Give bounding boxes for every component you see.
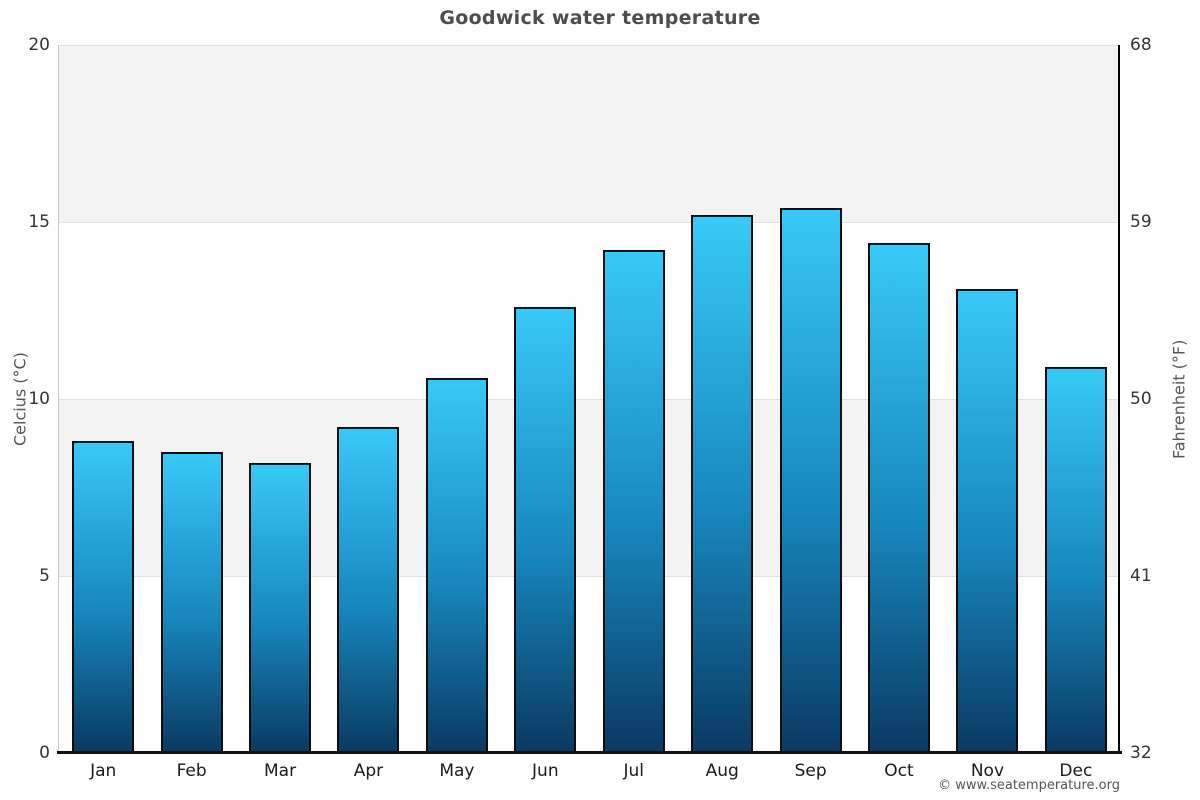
x-tick-label-sep: Sep	[794, 761, 827, 781]
bottom-axis-line	[57, 751, 1122, 754]
bar-sep[interactable]	[779, 207, 842, 753]
left-axis-line	[58, 45, 59, 753]
x-tick-label-nov: Nov	[970, 761, 1005, 781]
bar-slot-dec	[1032, 45, 1120, 753]
bar-slot-sep	[766, 45, 854, 753]
y-tick-right-50: 50	[1130, 389, 1152, 409]
bar-slot-jan	[59, 45, 147, 753]
x-tick-label-aug: Aug	[705, 761, 739, 781]
y-tick-right-68: 68	[1130, 35, 1152, 55]
right-axis-line	[1118, 45, 1120, 754]
x-tick-label-jun: Jun	[532, 761, 559, 781]
bar-slot-aug	[678, 45, 766, 753]
bar-feb[interactable]	[160, 452, 223, 753]
bar-jan[interactable]	[72, 441, 135, 753]
y-tick-left-20: 20	[28, 35, 50, 55]
x-tick-label-feb: Feb	[176, 761, 207, 781]
bar-apr[interactable]	[337, 427, 400, 753]
y-tick-right-32: 32	[1130, 743, 1152, 763]
x-tick-label-may: May	[439, 761, 475, 781]
bar-slot-may	[413, 45, 501, 753]
x-tick-label-oct: Oct	[884, 761, 914, 781]
plot-area	[59, 45, 1120, 753]
chart-title: Goodwick water temperature	[439, 7, 761, 29]
bar-jul[interactable]	[602, 250, 665, 753]
x-tick-label-dec: Dec	[1059, 761, 1093, 781]
y-tick-right-41: 41	[1130, 566, 1152, 586]
gridline-15c	[59, 222, 1120, 223]
bar-nov[interactable]	[956, 289, 1019, 753]
y-axis-right-ticks: 68 59 50 41 32	[1130, 35, 1190, 763]
gridline-5c	[59, 576, 1120, 577]
bar-oct[interactable]	[868, 243, 930, 753]
x-axis-labels: Jan Feb Mar Apr May Jun Jul Aug Sep Oct Nov Dec	[59, 761, 1120, 781]
y-tick-left-10: 10	[28, 389, 50, 409]
y-axis-left-ticks: 20 15 10 5 0	[0, 35, 50, 763]
y-tick-left-15: 15	[28, 212, 50, 232]
y-tick-left-5: 5	[39, 566, 50, 586]
y-tick-left-0: 0	[39, 743, 50, 763]
bar-slot-jul	[590, 45, 678, 753]
x-tick-label-jan: Jan	[90, 761, 117, 781]
bar-slot-nov	[943, 45, 1031, 753]
x-tick-label-jul: Jul	[623, 761, 644, 781]
bar-may[interactable]	[425, 377, 488, 753]
gridline-10c	[59, 399, 1120, 400]
bar-slot-feb	[147, 45, 235, 753]
bar-slot-mar	[236, 45, 324, 753]
gridline-20c	[59, 45, 1120, 46]
bar-dec[interactable]	[1044, 367, 1107, 753]
bar-jun[interactable]	[514, 306, 577, 753]
y-tick-right-59: 59	[1130, 212, 1152, 232]
bar-series	[59, 45, 1120, 753]
bar-slot-apr	[324, 45, 412, 753]
x-tick-label-mar: Mar	[264, 761, 297, 781]
bar-mar[interactable]	[249, 462, 312, 753]
bar-slot-oct	[855, 45, 943, 753]
bar-slot-jun	[501, 45, 589, 753]
attribution: © www.seatemperature.org	[938, 778, 1120, 793]
bar-aug[interactable]	[691, 214, 754, 753]
x-tick-label-apr: Apr	[353, 761, 384, 781]
